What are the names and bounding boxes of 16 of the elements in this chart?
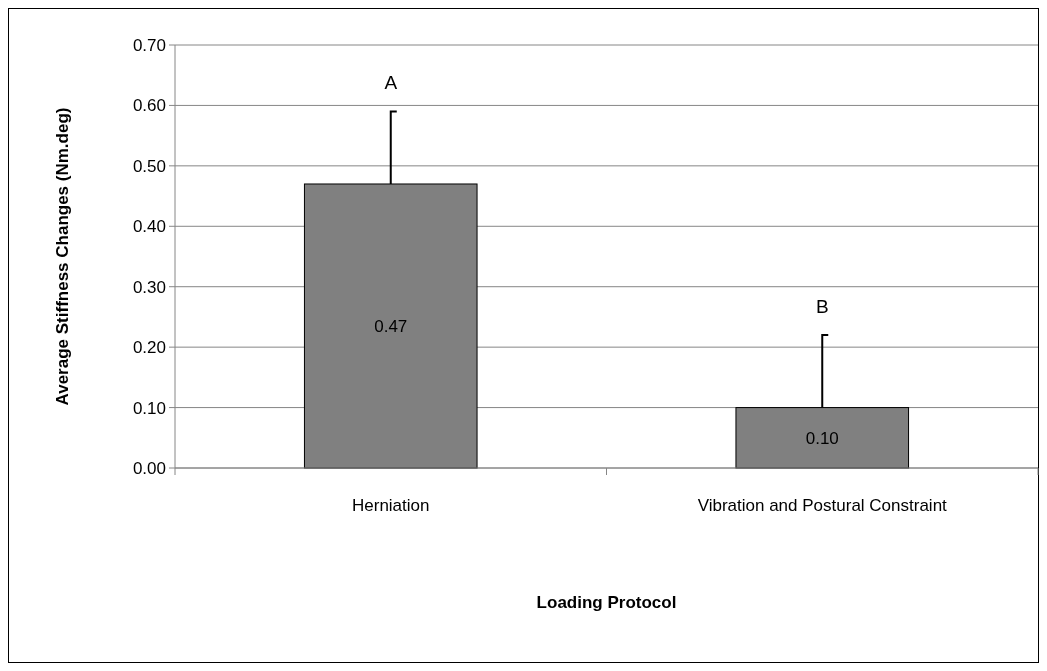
y-tick-label: 0.50 — [132, 156, 166, 176]
data-label: 0.10 — [805, 428, 839, 448]
x-tick-label: Herniation — [352, 496, 430, 515]
y-tick-label: 0.70 — [132, 36, 166, 55]
y-tick-label: 0.60 — [132, 96, 166, 116]
y-axis-title: Average Stiffness Changes (Nm.deg) — [53, 107, 72, 406]
annotation: A — [384, 72, 398, 94]
y-tick-label: 0.40 — [132, 217, 166, 237]
y-tick-label: 0.00 — [132, 459, 166, 478]
y-tick-label: 0.10 — [132, 398, 166, 418]
y-tick-label: 0.20 — [132, 338, 166, 358]
data-label: 0.47 — [374, 316, 408, 336]
annotation: B — [815, 296, 829, 318]
x-tick-label: Vibration and Postural Constraint — [697, 496, 948, 515]
y-tick-label: 0.30 — [132, 277, 166, 297]
x-axis-title: Loading Protocol — [536, 593, 677, 612]
